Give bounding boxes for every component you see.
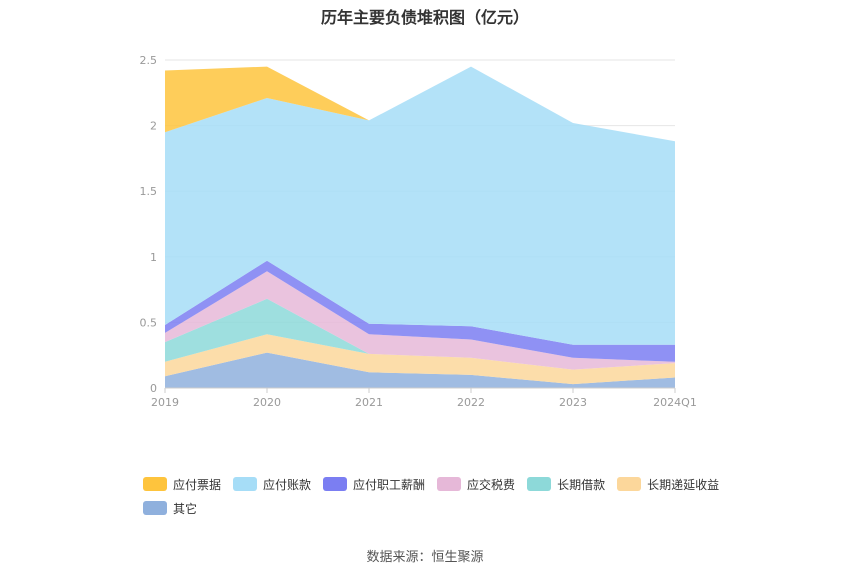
legend-swatch	[617, 477, 642, 491]
legend-swatch	[233, 477, 258, 491]
y-tick-label: 1	[150, 251, 157, 264]
legend-item[interactable]: 应付账款	[233, 472, 311, 496]
legend-label: 长期递延收益	[647, 477, 720, 492]
area-series-2	[165, 298, 675, 370]
legend-swatch	[437, 477, 462, 491]
area-series-0	[165, 352, 675, 388]
legend-item[interactable]: 长期借款	[527, 472, 605, 496]
legend-label: 应交税费	[467, 477, 516, 492]
legend-swatch	[143, 477, 167, 491]
legend-label: 应付职工薪酬	[353, 477, 426, 492]
legend-label: 应付票据	[173, 477, 222, 492]
legend-swatch	[323, 477, 348, 491]
y-tick-label: 0	[150, 382, 157, 395]
legend-item[interactable]: 长期递延收益	[617, 472, 719, 496]
legend-swatch	[527, 477, 552, 491]
axis-layer: 0 0.5 1 1.5 2 2.5 2019 2020 2021 2022 2023 2024Q1	[140, 54, 697, 409]
x-tick-label: 2019	[151, 396, 179, 409]
y-tick-label: 1.5	[140, 185, 158, 198]
x-tick-label: 2022	[457, 396, 485, 409]
y-tick-label: 0.5	[140, 316, 158, 329]
area-series-6	[165, 66, 675, 142]
x-tick-label: 2024Q1	[653, 396, 697, 409]
chart-title: 历年主要负债堆积图（亿元）	[320, 8, 529, 27]
area-series-3	[165, 271, 675, 370]
legend-label: 应付账款	[263, 477, 312, 492]
legend-item[interactable]: 应付职工薪酬	[323, 472, 425, 496]
y-tick-label: 2.5	[140, 54, 158, 67]
legend-label: 其它	[173, 501, 198, 516]
y-tick-label: 2	[150, 120, 157, 133]
legend: 应付票据 应付账款 应付职工薪酬 应交税费 长期借款 长期递延收益其它	[143, 472, 743, 520]
legend-item[interactable]: 应付票据	[143, 472, 221, 496]
x-tick-label: 2023	[559, 396, 587, 409]
data-source: 数据来源：恒生聚源	[366, 550, 484, 565]
legend-item[interactable]: 应交税费	[437, 472, 515, 496]
area-series-4	[165, 260, 675, 362]
legend-item[interactable]: 其它	[143, 496, 197, 520]
legend-swatch	[143, 501, 167, 515]
x-tick-label: 2020	[253, 396, 281, 409]
area-series-layer	[165, 66, 675, 388]
area-series-5	[165, 66, 675, 345]
x-tick-label: 2021	[355, 396, 383, 409]
area-series-1	[165, 334, 675, 385]
legend-label: 长期借款	[557, 477, 606, 492]
stacked-area-chart: 0 0.5 1 1.5 2 2.5 2019 2020 2021 2022 2023 2024Q1	[140, 54, 697, 409]
